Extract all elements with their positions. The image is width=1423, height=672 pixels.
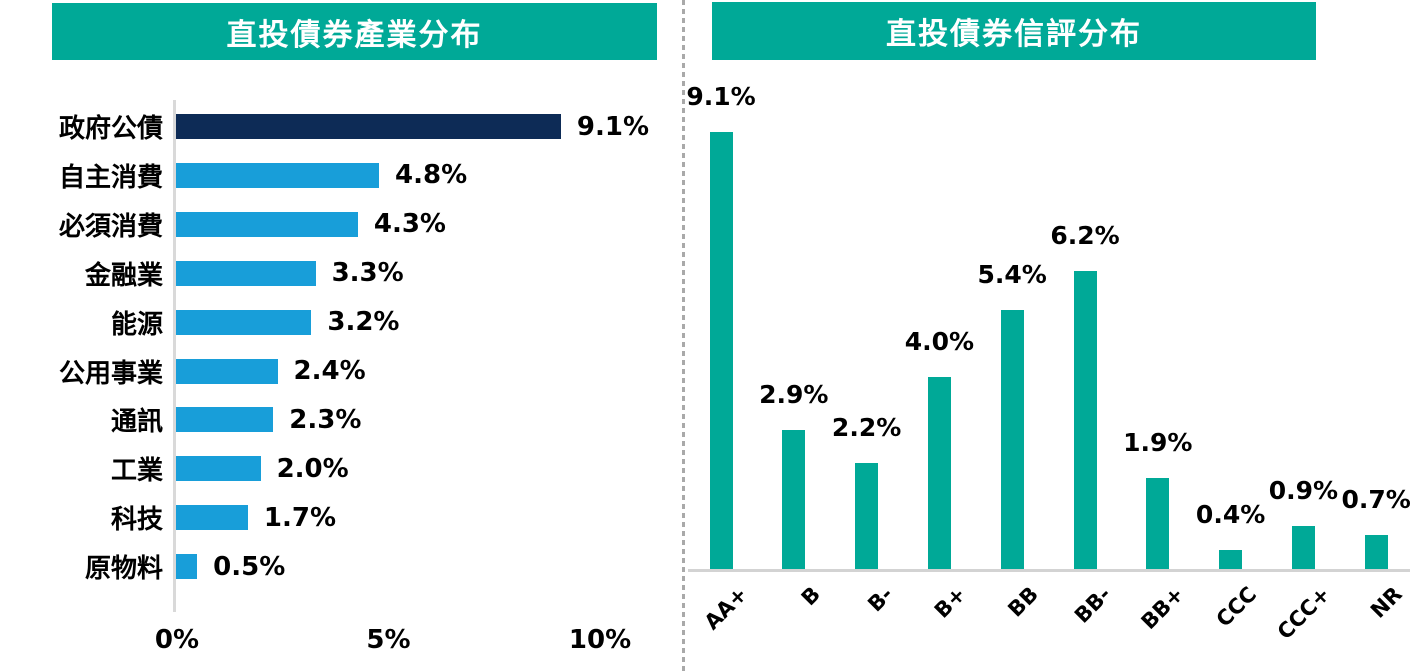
rating-x-tick-label: BB: [1003, 582, 1044, 622]
rating-bar: [1219, 549, 1243, 569]
rating-chart-title: 直投債券信評分布: [712, 2, 1316, 60]
rating-x-tick-label: CCC: [1211, 582, 1262, 632]
industry-category-label: 工業: [110, 456, 163, 487]
rating-x-tick-label: B+: [929, 582, 971, 623]
rating-value-label: 0.4%: [1195, 499, 1266, 529]
industry-row: 自主消費 4.8%: [0, 151, 700, 200]
industry-chart-title: 直投債券產業分布: [52, 3, 657, 60]
rating-x-tick-label: NR: [1366, 582, 1408, 623]
industry-value-label: 2.0%: [276, 453, 349, 484]
industry-row: 政府公債 9.1%: [0, 102, 700, 151]
industry-category-label: 通訊: [110, 407, 163, 438]
rating-value-label: 2.9%: [759, 379, 829, 409]
industry-value-label: 1.7%: [263, 502, 337, 533]
industry-row: 必須消費 4.3%: [0, 200, 700, 249]
industry-bar: [176, 407, 274, 433]
industry-category-label: 公用事業: [58, 358, 163, 389]
rating-value-label: 0.7%: [1341, 485, 1411, 515]
industry-value-label: 3.3%: [331, 258, 404, 289]
rating-bar: [1073, 271, 1097, 569]
industry-row: 工業 2.0%: [0, 444, 700, 493]
rating-bar: [1146, 477, 1170, 569]
industry-bar: [176, 505, 248, 531]
rating-bar: [1291, 525, 1315, 569]
rating-x-tick-label: CCC+: [1272, 582, 1335, 645]
industry-chart-y-axis-line: [173, 100, 176, 612]
industry-row: 公用事業 2.4%: [0, 347, 700, 396]
rating-bar: [782, 429, 806, 569]
industry-category-label: 科技: [110, 505, 163, 536]
rating-bar: [1364, 535, 1388, 569]
industry-value-label: 4.8%: [395, 160, 468, 191]
industry-value-label: 4.3%: [373, 209, 446, 240]
rating-value-label: 0.9%: [1268, 475, 1339, 505]
industry-value-label: 2.4%: [293, 356, 366, 386]
rating-value-label: 4.0%: [904, 327, 975, 356]
chart-divider-dashed-line: [682, 0, 685, 672]
rating-x-tick-label: B: [796, 582, 825, 611]
industry-category-label: 原物料: [84, 554, 163, 585]
industry-bar: [176, 358, 278, 384]
rating-value-label: 9.1%: [686, 82, 756, 112]
industry-bar: [176, 260, 316, 286]
industry-bar: [176, 211, 358, 237]
rating-bar: [927, 377, 951, 569]
rating-bar: [709, 132, 733, 569]
rating-value-label: 5.4%: [977, 259, 1047, 289]
industry-row: 能源 3.2%: [0, 298, 700, 347]
industry-row: 原物料 0.5%: [0, 542, 700, 591]
industry-value-label: 0.5%: [213, 551, 286, 582]
industry-bar: [176, 114, 561, 139]
industry-category-label: 政府公債: [58, 114, 163, 144]
rating-x-tick-label: B-: [863, 582, 898, 617]
industry-value-label: 3.2%: [327, 307, 400, 338]
industry-value-label: 2.3%: [289, 404, 362, 435]
industry-row: 通訊 2.3%: [0, 395, 700, 444]
rating-x-tick-label: AA+: [699, 582, 752, 635]
industry-bar: [176, 456, 261, 482]
industry-bar: [176, 309, 312, 335]
rating-chart-x-axis-line: [688, 569, 1410, 572]
rating-x-tick-label: BB-: [1070, 582, 1116, 628]
industry-x-tick-label: 0%: [154, 625, 200, 655]
rating-value-label: 2.2%: [831, 413, 902, 443]
industry-category-label: 自主消費: [58, 162, 163, 193]
industry-row: 金融業 3.3%: [0, 249, 700, 298]
industry-value-label: 9.1%: [576, 111, 650, 142]
industry-x-tick-label: 5%: [366, 625, 411, 655]
rating-value-label: 6.2%: [1050, 221, 1120, 251]
rating-x-tick-label: BB+: [1136, 582, 1189, 635]
rating-bar: [1000, 309, 1024, 569]
industry-category-label: 必須消費: [58, 211, 163, 242]
industry-bar: [176, 162, 380, 188]
industry-x-tick-label: 10%: [568, 625, 632, 655]
industry-category-label: 能源: [110, 309, 163, 340]
industry-bar: [176, 554, 198, 580]
rating-value-label: 1.9%: [1123, 427, 1193, 457]
industry-category-label: 金融業: [84, 260, 163, 291]
industry-row: 科技 1.7%: [0, 493, 700, 542]
rating-bar: [855, 463, 879, 569]
